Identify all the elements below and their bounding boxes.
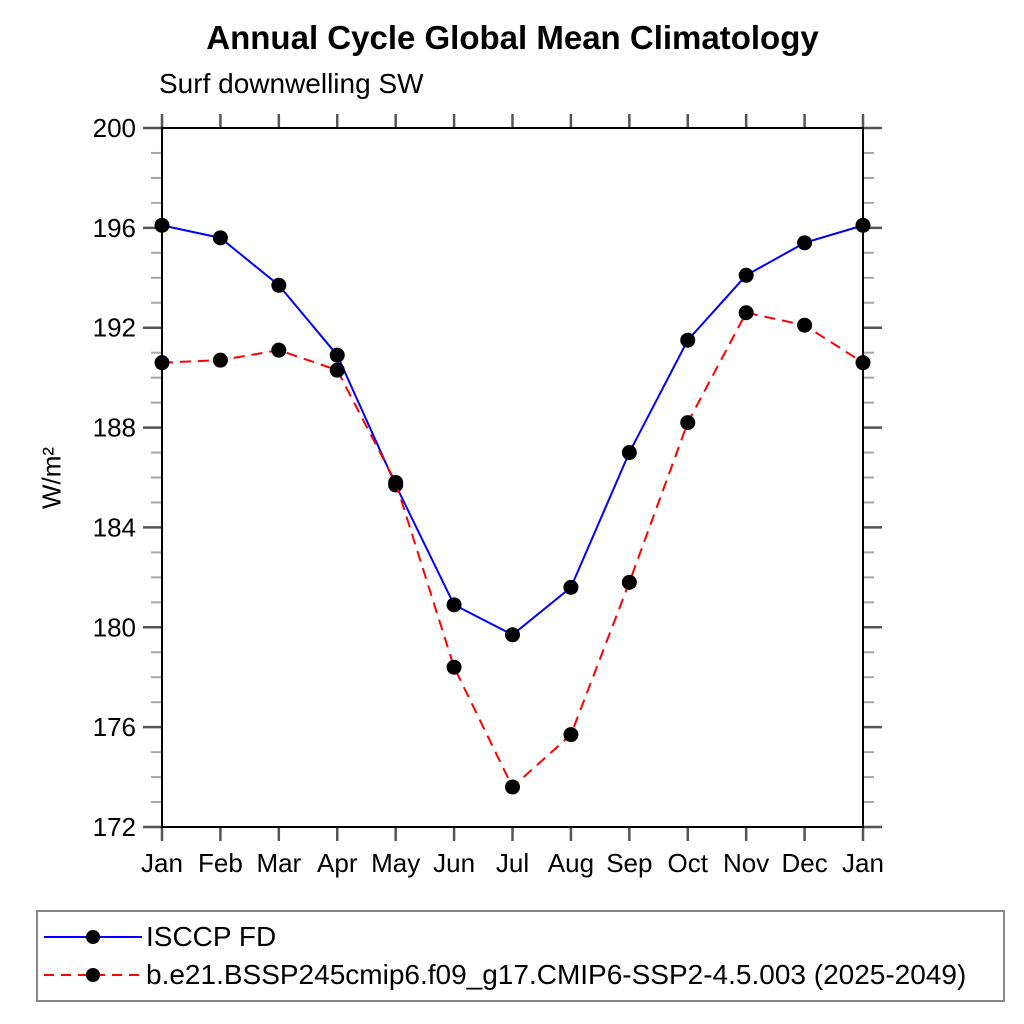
series-line-1 bbox=[161, 311, 864, 789]
data-point bbox=[329, 347, 345, 363]
x-tick-label: Oct bbox=[668, 848, 709, 878]
chart-title: Annual Cycle Global Mean Climatology bbox=[206, 19, 819, 56]
data-point bbox=[154, 217, 170, 233]
y-tick-label: 176 bbox=[93, 712, 136, 742]
x-tick-label: Apr bbox=[317, 848, 358, 878]
y-tick-label: 200 bbox=[93, 113, 136, 143]
data-point bbox=[505, 627, 520, 643]
x-tick-label: Jan bbox=[141, 848, 183, 878]
solid-line-marker-icon bbox=[44, 930, 142, 945]
y-tick-label: 180 bbox=[93, 612, 136, 642]
series-line-0 bbox=[161, 224, 864, 636]
data-point bbox=[855, 355, 871, 371]
data-point bbox=[154, 355, 170, 371]
plot-frame bbox=[161, 127, 864, 828]
legend-item-model-run: b.e21.BSSP245cmip6.f09_g17.CMIP6-SSP2-4.… bbox=[40, 958, 1001, 990]
legend-label: b.e21.BSSP245cmip6.f09_g17.CMIP6-SSP2-4.… bbox=[146, 958, 967, 990]
data-point bbox=[797, 235, 813, 251]
data-point bbox=[855, 217, 871, 233]
y-tick-label: 184 bbox=[93, 512, 136, 542]
data-point bbox=[563, 579, 579, 595]
x-tick-label: Dec bbox=[781, 848, 827, 878]
data-point bbox=[621, 574, 637, 590]
y-tick-label: 188 bbox=[93, 413, 136, 443]
x-tick-label: Jul bbox=[496, 848, 529, 878]
data-point bbox=[388, 474, 404, 490]
x-tick-label: Mar bbox=[256, 848, 301, 878]
data-point bbox=[446, 659, 462, 675]
data-point bbox=[271, 277, 287, 293]
legend-item-isccp-fd: ISCCP FD bbox=[40, 923, 1001, 951]
data-point bbox=[680, 332, 696, 348]
dashed-line-marker-icon bbox=[44, 967, 142, 982]
x-tick-label: Jan bbox=[842, 848, 884, 878]
x-tick-label: May bbox=[371, 848, 420, 878]
x-tick-label: Sep bbox=[606, 848, 652, 878]
chart-plot-area: 172 176 180 184 188 192 196 200 Jan Feb Mar Apr May J… bbox=[93, 113, 884, 878]
y-tick-label: 196 bbox=[93, 213, 136, 243]
chart-subtitle: Surf downwelling SW bbox=[159, 68, 424, 99]
data-point bbox=[329, 362, 345, 378]
data-point bbox=[505, 779, 520, 795]
data-point bbox=[621, 445, 637, 461]
legend: ISCCP FD b.e21.BSSP245cmip6.f09_g17.CMIP… bbox=[36, 910, 1005, 1002]
data-point bbox=[563, 727, 579, 743]
data-point bbox=[446, 597, 462, 613]
y-tick-label: 172 bbox=[93, 812, 136, 842]
data-point bbox=[797, 317, 813, 333]
x-tick-label: Feb bbox=[198, 848, 243, 878]
data-point bbox=[271, 342, 287, 358]
data-point bbox=[212, 352, 228, 368]
legend-label: ISCCP FD bbox=[146, 921, 277, 953]
data-point bbox=[738, 267, 754, 283]
data-point bbox=[680, 415, 696, 431]
y-tick-label: 192 bbox=[93, 313, 136, 343]
data-point bbox=[738, 305, 754, 321]
x-tick-label: Nov bbox=[723, 848, 769, 878]
data-point bbox=[212, 230, 228, 246]
x-tick-label: Jun bbox=[433, 848, 475, 878]
x-tick-label: Aug bbox=[548, 848, 594, 878]
